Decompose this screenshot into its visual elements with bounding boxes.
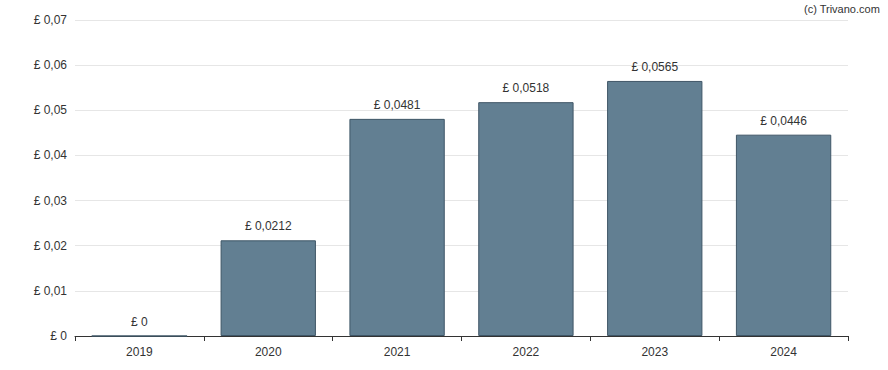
svg-text:2024: 2024	[770, 345, 797, 359]
svg-text:£ 0: £ 0	[50, 329, 67, 343]
svg-text:£ 0,01: £ 0,01	[34, 284, 68, 298]
svg-text:2023: 2023	[641, 345, 668, 359]
svg-text:£ 0,0212: £ 0,0212	[245, 219, 292, 233]
svg-text:£ 0,0518: £ 0,0518	[503, 81, 550, 95]
svg-text:£ 0,06: £ 0,06	[34, 58, 68, 72]
svg-text:£ 0,05: £ 0,05	[34, 103, 68, 117]
svg-text:£ 0,0446: £ 0,0446	[760, 114, 807, 128]
svg-text:2021: 2021	[384, 345, 411, 359]
svg-text:£ 0,03: £ 0,03	[34, 194, 68, 208]
svg-text:£ 0,0565: £ 0,0565	[631, 60, 678, 74]
svg-text:£ 0,04: £ 0,04	[34, 148, 68, 162]
svg-text:2019: 2019	[126, 345, 153, 359]
svg-text:2022: 2022	[513, 345, 540, 359]
svg-text:£ 0,07: £ 0,07	[34, 13, 68, 27]
svg-text:2020: 2020	[255, 345, 282, 359]
svg-text:(c) Trivano.com: (c) Trivano.com	[804, 3, 880, 15]
svg-text:£ 0,0481: £ 0,0481	[374, 98, 421, 112]
svg-text:£ 0: £ 0	[131, 315, 148, 329]
svg-text:£ 0,02: £ 0,02	[34, 239, 68, 253]
